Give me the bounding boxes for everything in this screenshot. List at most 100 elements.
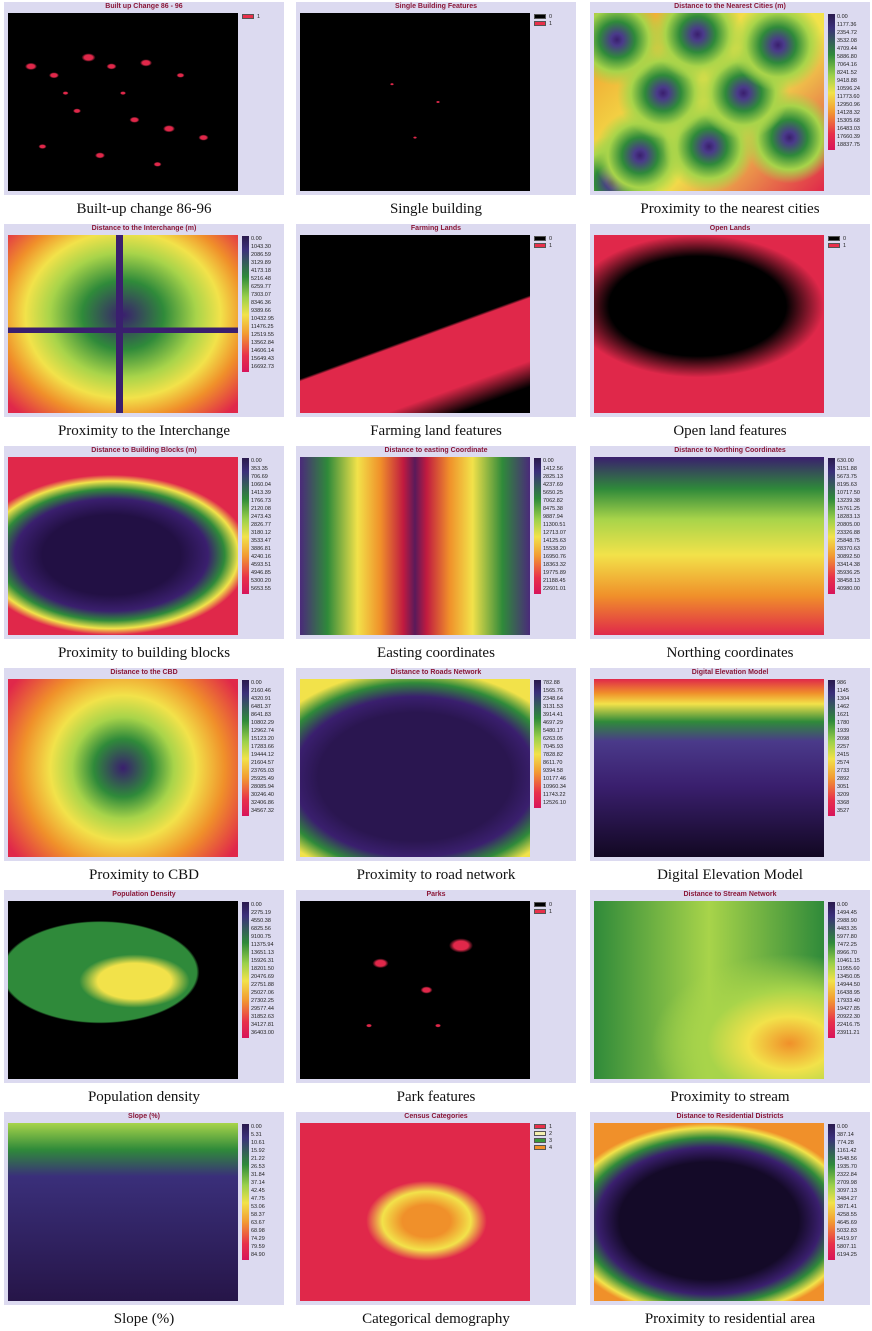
map-raster [594,901,824,1079]
legend-label: 63.67 [251,1220,265,1226]
legend-label: 0.00 [837,902,848,908]
legend-label: 9418.88 [837,78,857,84]
legend-label: 22416.75 [837,1022,860,1028]
legend-label: 10802.29 [251,720,274,726]
legend-label: 4697.29 [543,720,563,726]
legend-label: 9887.94 [543,514,563,520]
legend-label: 4320.91 [251,696,271,702]
map-raster [8,679,238,857]
legend-label: 3051 [837,784,849,790]
legend-label: 0.00 [251,236,262,242]
legend-label: 23326.88 [837,530,860,536]
legend-label: 16692.73 [251,364,274,370]
legend-label: 7472.25 [837,942,857,948]
legend-label: 25925.49 [251,776,274,782]
panel-title: Distance to the CBD [4,669,284,676]
legend-label: 17283.66 [251,744,274,750]
map-raster [300,901,530,1079]
legend-label: 2415 [837,752,849,758]
legend-label: 7303.07 [251,292,271,298]
legend-label: 0 [843,236,846,242]
panel-caption: Proximity to stream [590,1089,870,1106]
legend-label: 9100.75 [251,934,271,940]
legend-label: 1494.45 [837,910,857,916]
panel-caption: Proximity to building blocks [4,645,284,662]
legend-label: 21.22 [251,1156,265,1162]
map-raster [594,1123,824,1301]
legend-label: 1766.73 [251,498,271,504]
map-raster [8,235,238,413]
legend-swatch [534,243,546,248]
legend-label: 0.00 [251,680,262,686]
legend-label: 6194.25 [837,1252,857,1258]
map-raster [300,457,530,635]
legend-label: 4550.38 [251,918,271,924]
legend-label: 2160.46 [251,688,271,694]
legend-swatch [534,236,546,241]
legend-label: 14128.32 [837,110,860,116]
legend-label: 74.29 [251,1236,265,1242]
panel-caption: Proximity to road network [296,867,576,884]
legend-swatch [534,909,546,914]
panel-caption: Proximity to the Interchange [4,423,284,440]
legend-label: 13450.05 [837,974,860,980]
legend-label: 1 [549,1124,552,1130]
legend-label: 2086.59 [251,252,271,258]
legend-label: 0 [549,902,552,908]
panel-title: Distance to the Interchange (m) [4,225,284,232]
map-raster [300,13,530,191]
legend-label: 9394.58 [543,768,563,774]
legend-label: 3131.53 [543,704,563,710]
panel-title: Distance to Stream Network [590,891,870,898]
legend-label: 35936.25 [837,570,860,576]
legend-label: 4645.69 [837,1220,857,1226]
legend-label: 2120.08 [251,506,271,512]
panel-caption: Open land features [590,423,870,440]
panel-title: Digital Elevation Model [590,669,870,676]
legend-label: 0.00 [543,458,554,464]
legend-label: 5480.17 [543,728,563,734]
legend-label: 23911.21 [837,1030,860,1036]
colorbar [242,458,249,594]
legend-label: 0 [549,14,552,20]
legend-label: 1145 [837,688,849,694]
legend-label: 630.00 [837,458,854,464]
panel-title: Census Categories [296,1113,576,1120]
legend-label: 53.06 [251,1204,265,1210]
map-raster [8,13,238,191]
legend-label: 1161.42 [837,1148,856,1154]
legend-swatch [242,14,254,19]
panel-caption: Single building [296,201,576,218]
panel-caption: Northing coordinates [590,645,870,662]
legend-swatch [534,14,546,19]
legend-label: 2574 [837,760,849,766]
map-raster [594,679,824,857]
legend-label: 12713.07 [543,530,566,536]
panel-caption: Proximity to residential area [590,1311,870,1328]
colorbar [242,680,249,816]
legend-label: 3097.13 [837,1188,857,1194]
map-raster [300,235,530,413]
legend-label: 27302.25 [251,998,274,1004]
legend-label: 21604.57 [251,760,274,766]
legend-label: 0.00 [251,458,262,464]
legend-label: 29577.44 [251,1006,274,1012]
legend-label: 25027.06 [251,990,274,996]
colorbar [534,458,541,594]
panel-title: Built up Change 86 - 96 [4,3,284,10]
legend-label: 13239.38 [837,498,860,504]
legend-label: 3129.89 [251,260,271,266]
legend-swatch [534,902,546,907]
legend-label: 1 [549,243,552,249]
legend-label: 5.31 [251,1132,262,1138]
panel-title: Distance to the Nearest Cities (m) [590,3,870,10]
legend-label: 5216.48 [251,276,271,282]
map-raster [8,901,238,1079]
legend-label: 1304 [837,696,849,702]
